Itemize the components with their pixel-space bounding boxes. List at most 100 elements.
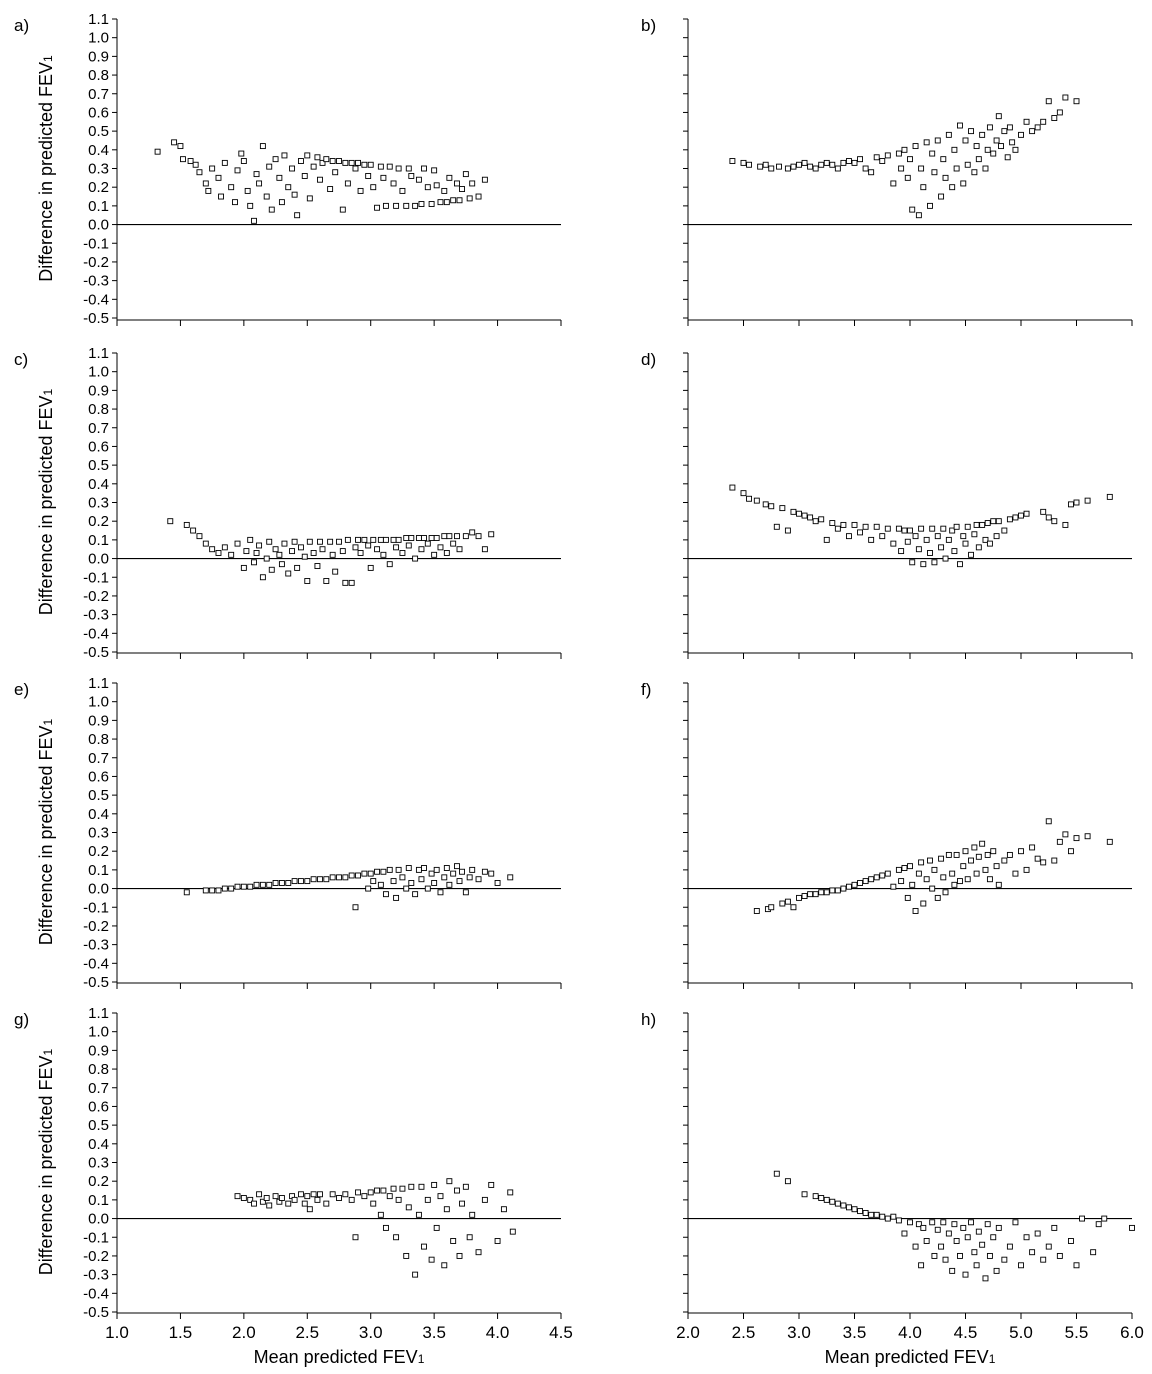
data-point bbox=[901, 1230, 908, 1237]
data-point bbox=[846, 883, 852, 890]
y-tick-label: 0.1 bbox=[88, 1192, 109, 1209]
data-point bbox=[857, 880, 863, 886]
data-point bbox=[221, 159, 228, 166]
data-point bbox=[807, 891, 814, 898]
data-point bbox=[964, 1234, 971, 1241]
data-point bbox=[418, 1183, 425, 1190]
y-tick-label: 1.0 bbox=[88, 1024, 109, 1041]
data-point bbox=[500, 1206, 507, 1213]
panel-label: a) bbox=[14, 16, 29, 35]
data-point bbox=[909, 881, 916, 888]
data-point bbox=[247, 202, 254, 209]
data-point bbox=[304, 878, 311, 885]
data-point bbox=[256, 180, 263, 187]
data-point bbox=[851, 1206, 858, 1213]
data-point bbox=[367, 161, 374, 168]
y-tick-label: 0.1 bbox=[88, 198, 109, 215]
data-point bbox=[441, 874, 448, 881]
data-point bbox=[386, 1193, 393, 1200]
data-point bbox=[1056, 1252, 1063, 1259]
data-point bbox=[285, 880, 292, 886]
data-point bbox=[361, 161, 368, 168]
y-tick-label: -0.1 bbox=[83, 899, 109, 916]
data-point bbox=[272, 1193, 279, 1200]
data-point bbox=[912, 533, 919, 540]
data-point bbox=[1056, 838, 1063, 845]
data-point bbox=[768, 904, 775, 911]
data-point bbox=[418, 876, 425, 883]
data-point bbox=[380, 551, 387, 558]
data-point bbox=[953, 165, 960, 172]
data-point bbox=[790, 508, 797, 515]
data-point bbox=[957, 1252, 963, 1259]
data-point bbox=[851, 881, 858, 888]
data-point bbox=[890, 180, 897, 187]
data-point bbox=[934, 1226, 941, 1233]
data-point bbox=[979, 131, 986, 138]
data-point bbox=[418, 201, 425, 207]
data-point bbox=[907, 863, 913, 870]
data-point bbox=[746, 495, 752, 502]
data-point bbox=[834, 887, 841, 894]
data-point bbox=[904, 538, 911, 545]
data-point bbox=[834, 1200, 841, 1207]
y-tick-label: 0.5 bbox=[88, 457, 109, 474]
data-point bbox=[259, 143, 266, 150]
data-point bbox=[382, 536, 389, 543]
data-point bbox=[895, 866, 902, 873]
data-point bbox=[177, 143, 184, 150]
x-tick-label: 2.0 bbox=[676, 1323, 700, 1342]
y-axis-title: Difference in predicted FEV1 bbox=[36, 55, 56, 282]
data-point bbox=[957, 878, 963, 885]
data-point bbox=[960, 533, 967, 540]
data-point bbox=[367, 564, 374, 571]
data-point bbox=[923, 536, 930, 543]
y-tick-label: -0.2 bbox=[83, 918, 109, 935]
data-point bbox=[450, 197, 457, 204]
data-point bbox=[202, 887, 209, 894]
data-point bbox=[979, 521, 986, 528]
data-point bbox=[740, 490, 747, 497]
data-point bbox=[907, 1219, 913, 1226]
data-point bbox=[1073, 835, 1080, 842]
data-point bbox=[901, 146, 908, 153]
data-point bbox=[365, 173, 372, 179]
data-point bbox=[466, 1234, 473, 1241]
data-point bbox=[332, 568, 339, 575]
panel-label: e) bbox=[14, 680, 29, 699]
data-point bbox=[890, 540, 897, 547]
data-point bbox=[361, 870, 368, 877]
data-point bbox=[1001, 527, 1008, 534]
y-tick-label: -0.4 bbox=[83, 291, 109, 308]
y-tick-label: 0.2 bbox=[88, 179, 109, 196]
data-point bbox=[776, 163, 782, 170]
data-point bbox=[304, 1193, 311, 1200]
data-point bbox=[945, 851, 952, 858]
data-point bbox=[441, 187, 448, 194]
data-point bbox=[962, 1271, 969, 1278]
y-tick-label: 1.1 bbox=[88, 1005, 109, 1022]
data-point bbox=[268, 206, 275, 213]
data-point bbox=[901, 865, 908, 871]
data-point bbox=[247, 536, 254, 543]
data-point bbox=[393, 894, 400, 901]
data-point bbox=[196, 533, 203, 540]
y-tick-label: 0.7 bbox=[88, 750, 109, 767]
data-point bbox=[746, 161, 752, 168]
data-point bbox=[408, 1183, 415, 1190]
data-point bbox=[1023, 510, 1030, 517]
data-point bbox=[784, 1178, 791, 1185]
data-point bbox=[454, 180, 460, 187]
data-point bbox=[968, 551, 974, 558]
data-point bbox=[920, 1224, 927, 1231]
data-point bbox=[278, 199, 285, 206]
data-point bbox=[367, 870, 374, 877]
data-point bbox=[801, 159, 808, 166]
data-point bbox=[920, 900, 927, 907]
data-point bbox=[904, 174, 911, 181]
data-point bbox=[395, 536, 402, 543]
data-point bbox=[456, 546, 463, 553]
data-point bbox=[993, 533, 1000, 540]
data-point bbox=[348, 1196, 355, 1203]
data-point bbox=[390, 180, 397, 187]
